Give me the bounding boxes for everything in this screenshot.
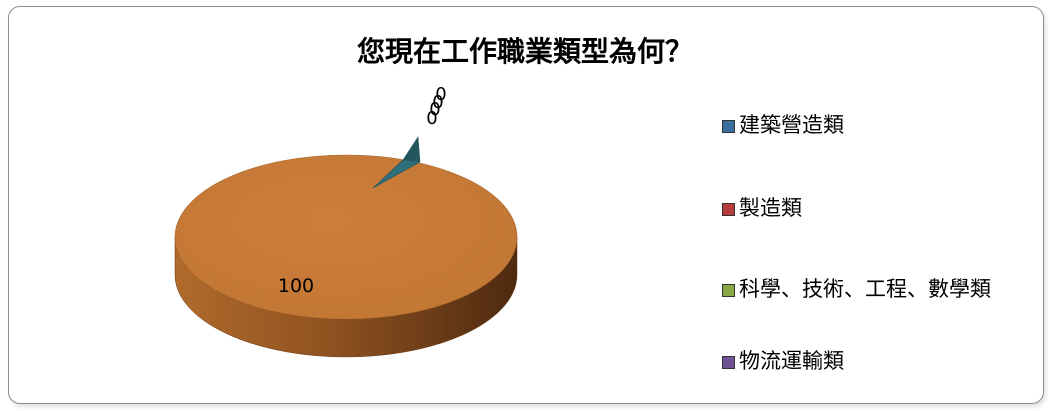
data-label-zero-2: 0: [432, 92, 443, 113]
pie-slice-製造類: [174, 154, 518, 320]
legend-swatch: [722, 120, 735, 133]
data-label-zero-0: 0: [426, 108, 437, 129]
chart-title: 您現在工作職業類型為何？: [356, 35, 693, 68]
data-label-zero-3: 0: [435, 84, 446, 105]
legend-label: 科學、技術、工程、數學類: [739, 277, 991, 301]
legend-label: 製造類: [739, 196, 802, 220]
legend-swatch: [722, 203, 735, 216]
pie-slice-side-建築營造類: [403, 137, 420, 162]
legend-swatch: [722, 284, 735, 297]
legend-swatch: [722, 356, 735, 369]
legend-label: 物流運輸類: [739, 349, 844, 373]
legend-item: 物流運輸類: [722, 348, 1029, 377]
chart-frame: [8, 6, 1044, 404]
legend-label: 建築營造類: [739, 113, 844, 137]
data-label-zero-1: 0: [429, 99, 440, 120]
data-label-製造類: 100: [278, 275, 314, 297]
legend-item: 建築營造類: [722, 112, 1029, 141]
legend-item: 科學、技術、工程、數學類: [722, 276, 1029, 305]
legend-item: 製造類: [722, 195, 1029, 224]
